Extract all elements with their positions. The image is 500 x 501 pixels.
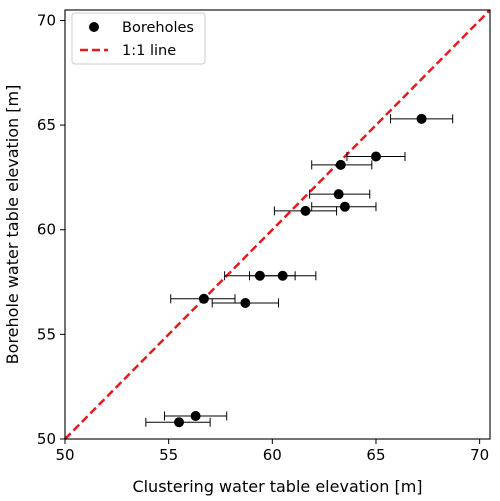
data-point [254,270,265,281]
x-tick-label: 60 [263,446,282,464]
data-point [333,189,344,200]
legend-label-boreholes: Boreholes [122,20,194,36]
data-point [370,151,381,162]
one-to-one-line-layer [64,9,491,440]
x-tick-label: 55 [159,446,178,464]
x-axis-ticks: 50 55 60 65 70 [55,439,489,464]
legend-label-1to1-line: 1:1 line [122,43,176,59]
axes-frame [64,9,491,440]
y-tick-label: 55 [37,325,56,343]
data-point [416,113,427,124]
x-tick-label: 70 [470,446,489,464]
x-tick-label: 50 [55,446,74,464]
legend: Boreholes 1:1 line [71,12,206,65]
data-point [300,205,311,216]
data-point [339,201,350,212]
one-to-one-line [64,9,491,440]
data-point [335,159,346,170]
legend-marker-boreholes [89,22,99,32]
y-tick-label: 60 [37,221,56,239]
data-point [198,293,209,304]
y-axis-label: Borehole water table elevation [m] [3,85,22,365]
data-point [190,410,201,421]
x-axis-label: Clustering water table elevation [m] [132,477,422,496]
y-tick-label: 70 [37,11,56,29]
y-tick-label: 50 [37,430,56,448]
data-point [277,270,288,281]
x-tick-label: 65 [366,446,385,464]
y-tick-label: 65 [37,116,56,134]
data-point [240,297,251,308]
points-layer [174,113,427,428]
errorbar-layer [145,114,454,427]
data-point [174,417,185,428]
y-axis-ticks: 50 55 60 65 70 [37,11,65,448]
plot-area [64,9,491,440]
